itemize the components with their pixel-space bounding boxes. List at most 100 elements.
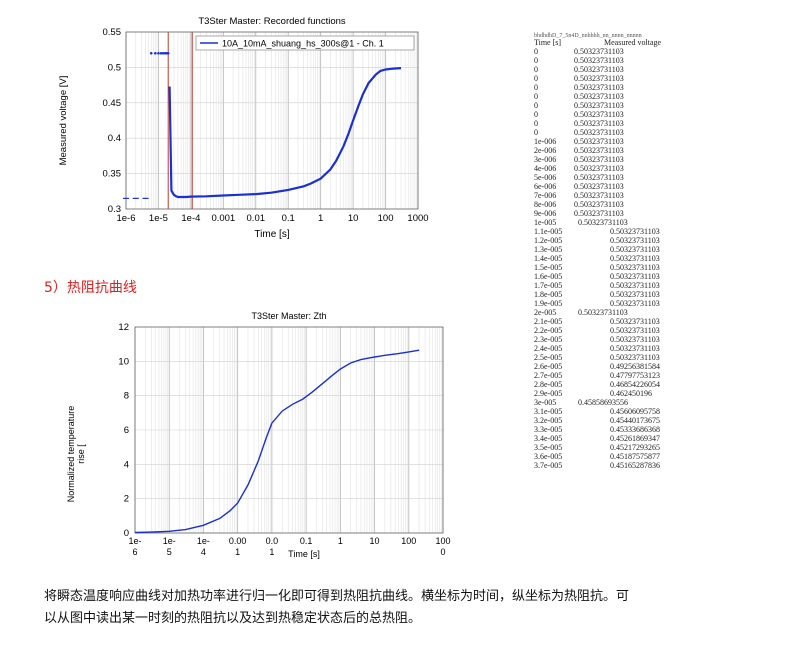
table-cell-time: 9e-006 bbox=[534, 209, 557, 218]
table-cell-time: 2.6e-005 bbox=[534, 362, 563, 371]
table-cell-time: 0 bbox=[534, 47, 538, 56]
table-row: 0 0.50323731103 bbox=[534, 92, 702, 101]
table-cell-time: 7e-006 bbox=[534, 191, 557, 200]
data-point bbox=[161, 51, 165, 55]
table-cell-time: 8e-006 bbox=[534, 200, 557, 209]
x-tick-label: 0.1 bbox=[282, 213, 295, 224]
x-tick-label: 10 bbox=[370, 536, 380, 546]
table-row: 0 0.50323731103 bbox=[534, 83, 702, 92]
y-tick-label: 0.5 bbox=[108, 62, 121, 73]
table-cell-time: 1.1e-005 bbox=[534, 227, 563, 236]
data-point bbox=[154, 51, 157, 55]
table-cell-voltage: 0.50323731103 bbox=[574, 119, 624, 128]
x-tick-label-wrap: 5 bbox=[167, 547, 172, 557]
table-cell-time: 0 bbox=[534, 74, 538, 83]
table-cell-voltage: 0.45440173675 bbox=[610, 416, 660, 425]
table-row: 0 0.50323731103 bbox=[534, 101, 702, 110]
table-cell-voltage: 0.50323731103 bbox=[610, 281, 660, 290]
table-cell-voltage: 0.47797753123 bbox=[610, 371, 660, 380]
table-cell-time: 1e-005 bbox=[534, 218, 557, 227]
table-header-row: Time [s] Measured voltage bbox=[534, 38, 702, 47]
table-row: 3e-006 0.50323731103 bbox=[534, 155, 702, 164]
table-cell-time: 3.2e-005 bbox=[534, 416, 563, 425]
y-axis-label: Normalized temperature bbox=[66, 406, 76, 503]
x-tick-label-wrap: 4 bbox=[201, 547, 206, 557]
table-cell-time: 1.5e-005 bbox=[534, 263, 563, 272]
table-cell-time: 0 bbox=[534, 83, 538, 92]
table-cell-voltage: 0.45261869347 bbox=[610, 434, 660, 443]
y-tick-label: 0.55 bbox=[103, 27, 122, 38]
table-cell-voltage: 0.46854226054 bbox=[610, 380, 660, 389]
table-row: 1.1e-005 0.50323731103 bbox=[534, 227, 702, 236]
legend-label: 10A_10mA_shuang_hs_300s@1 - Ch. 1 bbox=[222, 39, 384, 49]
table-cell-voltage: 0.50323731103 bbox=[574, 155, 624, 164]
table-cell-voltage: 0.50323731103 bbox=[610, 290, 660, 299]
table-row: 1.8e-005 0.50323731103 bbox=[534, 290, 702, 299]
table-cell-voltage: 0.50323731103 bbox=[574, 173, 624, 182]
x-tick-label: 100 bbox=[401, 536, 416, 546]
y-tick-label: 10 bbox=[118, 356, 129, 367]
table-cell-time: 0 bbox=[534, 101, 538, 110]
table-cell-voltage: 0.50323731103 bbox=[574, 101, 624, 110]
table-cell-time: 2.5e-005 bbox=[534, 353, 563, 362]
table-cell-time: 2.1e-005 bbox=[534, 317, 563, 326]
table-cell-voltage: 0.50323731103 bbox=[574, 191, 624, 200]
table-cell-time: 2.3e-005 bbox=[534, 335, 563, 344]
table-cell-time: 1.3e-005 bbox=[534, 245, 563, 254]
table-row: 2.4e-005 0.50323731103 bbox=[534, 344, 702, 353]
table-cell-voltage: 0.50323731103 bbox=[574, 110, 624, 119]
table-cell-time: 3.6e-005 bbox=[534, 452, 563, 461]
table-cell-time: 2.7e-005 bbox=[534, 371, 563, 380]
table-cell-voltage: 0.50323731103 bbox=[610, 236, 660, 245]
x-tick-label: 10 bbox=[348, 213, 359, 224]
y-tick-label: 0.3 bbox=[108, 204, 121, 215]
x-tick-label: 1e- bbox=[163, 536, 176, 546]
table-cell-voltage: 0.50323731103 bbox=[610, 344, 660, 353]
table-row: 2.7e-005 0.47797753123 bbox=[534, 371, 702, 380]
recorded-functions-chart: 0.3 0.35 0.4 0.45 0.5 0.55 1e-6 1e-5 1e-4 0.001 0.… bbox=[58, 16, 429, 240]
table-cell-time: 0 bbox=[534, 65, 538, 74]
x-axis-label: Time [s] bbox=[254, 229, 289, 240]
table-cell-time: 2e-005 bbox=[534, 308, 557, 317]
table-cell-voltage: 0.462450196 bbox=[610, 389, 652, 398]
x-tick-label: 0.001 bbox=[211, 213, 235, 224]
table-cell-time: 1.6e-005 bbox=[534, 272, 563, 281]
table-cell-time: 3.4e-005 bbox=[534, 434, 563, 443]
table-cell-voltage: 0.45217293265 bbox=[610, 443, 660, 452]
table-row: 3.6e-005 0.45187575877 bbox=[534, 452, 702, 461]
table-cell-voltage: 0.50323731103 bbox=[574, 74, 624, 83]
table-cell-voltage: 0.50323731103 bbox=[574, 47, 624, 56]
table-row: 0 0.50323731103 bbox=[534, 56, 702, 65]
table-row: 1.2e-005 0.50323731103 bbox=[534, 236, 702, 245]
table-cell-voltage: 0.45165287836 bbox=[610, 461, 660, 470]
x-tick-label: 1e- bbox=[197, 536, 210, 546]
table-cell-time: 1e-006 bbox=[534, 137, 557, 146]
table-cell-voltage: 0.49256381584 bbox=[610, 362, 660, 371]
table-row: 2.1e-005 0.50323731103 bbox=[534, 317, 702, 326]
table-cell-voltage: 0.50323731103 bbox=[574, 137, 624, 146]
y-tick-label: 6 bbox=[124, 425, 129, 436]
table-row: 1.4e-005 0.50323731103 bbox=[534, 254, 702, 263]
table-cell-time: 1.8e-005 bbox=[534, 290, 563, 299]
table-cell-voltage: 0.50323731103 bbox=[574, 83, 624, 92]
x-tick-label-wrap: 1 bbox=[235, 547, 240, 557]
table-row: 1.6e-005 0.50323731103 bbox=[534, 272, 702, 281]
table-cell-voltage: 0.50323731103 bbox=[610, 227, 660, 236]
x-tick-label: 100 bbox=[435, 536, 450, 546]
table-cell-voltage: 0.50323731103 bbox=[574, 146, 624, 155]
table-cell-time: 1.7e-005 bbox=[534, 281, 563, 290]
table-cell-voltage: 0.50323731103 bbox=[610, 326, 660, 335]
table-cell-time: 1.2e-005 bbox=[534, 236, 563, 245]
y-tick-label: 0 bbox=[124, 528, 129, 539]
x-tick-label: 1e-5 bbox=[149, 213, 168, 224]
table-cell-time: 3e-005 bbox=[534, 398, 557, 407]
table-cell-time: 1.4e-005 bbox=[534, 254, 563, 263]
table-row: 3.3e-005 0.45333686368 bbox=[534, 425, 702, 434]
x-axis-label: Time [s] bbox=[288, 549, 320, 559]
table-cell-time: 2.8e-005 bbox=[534, 380, 563, 389]
table-row: 3.1e-005 0.45606095758 bbox=[534, 407, 702, 416]
table-cell-voltage: 0.50323731103 bbox=[610, 263, 660, 272]
plot-area bbox=[126, 32, 418, 209]
table-cell-voltage: 0.50323731103 bbox=[574, 65, 624, 74]
table-cell-time: 4e-006 bbox=[534, 164, 557, 173]
